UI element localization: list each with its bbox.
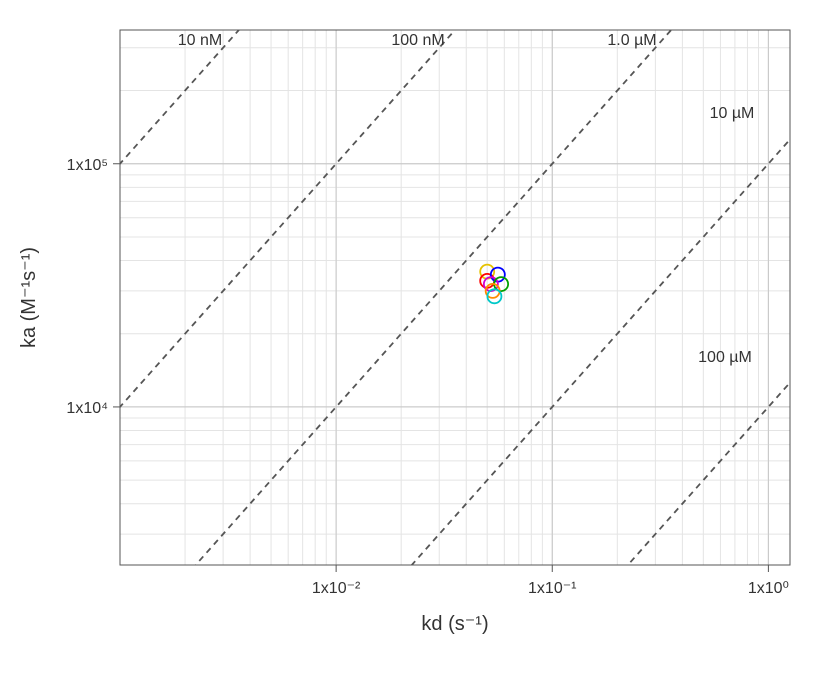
x-tick-label: 1x10⁰: [748, 580, 789, 597]
iso-affinity-label: 10 µM: [710, 105, 755, 122]
y-tick-label: 1x10⁴: [66, 400, 108, 417]
iso-affinity-label: 10 nM: [178, 32, 222, 49]
x-axis-label: kd (s⁻¹): [421, 613, 488, 635]
x-tick-label: 1x10⁻²: [312, 580, 361, 597]
chart-svg: 1x10⁻² 1x10⁻¹ 1x10⁰ 1x10⁴ 1x10⁵ kd (s⁻¹) ka (M…: [0, 0, 825, 688]
x-tick-label: 1x10⁻¹: [528, 580, 576, 597]
iso-affinity-label: 1.0 µM: [607, 32, 656, 49]
iso-affinity-label: 100 nM: [391, 32, 444, 49]
iso-affinity-label: 100 µM: [698, 349, 752, 366]
y-axis-label: ka (M⁻¹s⁻¹): [18, 247, 40, 348]
y-tick-label: 1x10⁵: [67, 157, 108, 174]
affinity-scatter-chart: 1x10⁻² 1x10⁻¹ 1x10⁰ 1x10⁴ 1x10⁵ kd (s⁻¹) ka (M…: [0, 0, 825, 688]
